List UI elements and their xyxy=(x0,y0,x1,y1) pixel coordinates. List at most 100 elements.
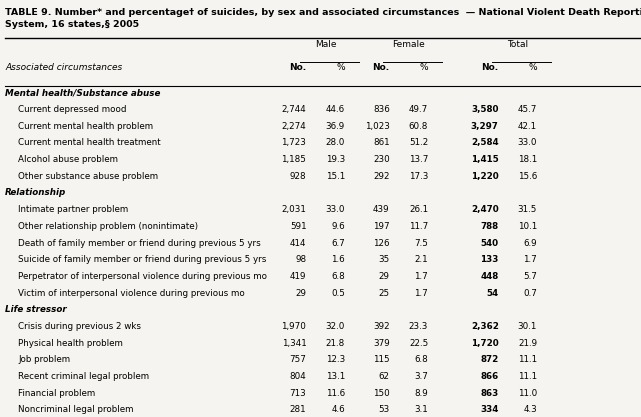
Text: 1,415: 1,415 xyxy=(471,155,499,164)
Text: Perpetrator of interpersonal violence during previous mo: Perpetrator of interpersonal violence du… xyxy=(18,272,267,281)
Text: 1.7: 1.7 xyxy=(415,289,428,298)
Text: Other relationship problem (nonintimate): Other relationship problem (nonintimate) xyxy=(18,222,198,231)
Text: 7.5: 7.5 xyxy=(414,239,428,248)
Text: 33.0: 33.0 xyxy=(518,138,537,148)
Text: 13.7: 13.7 xyxy=(409,155,428,164)
Text: 872: 872 xyxy=(481,355,499,364)
Text: 4.3: 4.3 xyxy=(524,405,537,414)
Text: Current mental health treatment: Current mental health treatment xyxy=(18,138,161,148)
Text: 21.9: 21.9 xyxy=(518,339,537,348)
Text: Relationship: Relationship xyxy=(5,188,67,198)
Text: 17.3: 17.3 xyxy=(409,172,428,181)
Text: 44.6: 44.6 xyxy=(326,105,345,114)
Text: 133: 133 xyxy=(480,255,499,264)
Text: 5.7: 5.7 xyxy=(523,272,537,281)
Text: Physical health problem: Physical health problem xyxy=(18,339,123,348)
Text: 23.3: 23.3 xyxy=(409,322,428,331)
Text: 757: 757 xyxy=(290,355,306,364)
Text: 3.1: 3.1 xyxy=(415,405,428,414)
Text: 713: 713 xyxy=(290,389,306,398)
Text: 49.7: 49.7 xyxy=(409,105,428,114)
Text: 18.1: 18.1 xyxy=(518,155,537,164)
Text: 10.1: 10.1 xyxy=(518,222,537,231)
Text: 591: 591 xyxy=(290,222,306,231)
Text: 12.3: 12.3 xyxy=(326,355,345,364)
Text: 2,584: 2,584 xyxy=(471,138,499,148)
Text: 13.1: 13.1 xyxy=(326,372,345,381)
Text: 3,580: 3,580 xyxy=(471,105,499,114)
Text: 62: 62 xyxy=(379,372,390,381)
Text: 8.9: 8.9 xyxy=(415,389,428,398)
Text: 53: 53 xyxy=(378,405,390,414)
Text: %: % xyxy=(420,63,428,73)
Text: 31.5: 31.5 xyxy=(518,205,537,214)
Text: 439: 439 xyxy=(373,205,390,214)
Text: 392: 392 xyxy=(373,322,390,331)
Text: Other substance abuse problem: Other substance abuse problem xyxy=(18,172,158,181)
Text: 11.1: 11.1 xyxy=(518,372,537,381)
Text: 15.1: 15.1 xyxy=(326,172,345,181)
Text: 19.3: 19.3 xyxy=(326,155,345,164)
Text: 540: 540 xyxy=(481,239,499,248)
Text: 1,970: 1,970 xyxy=(281,322,306,331)
Text: Female: Female xyxy=(392,40,426,50)
Text: 1.6: 1.6 xyxy=(331,255,345,264)
Text: 42.1: 42.1 xyxy=(518,122,537,131)
Text: 414: 414 xyxy=(290,239,306,248)
Text: 2.1: 2.1 xyxy=(415,255,428,264)
Text: 863: 863 xyxy=(481,389,499,398)
Text: 788: 788 xyxy=(481,222,499,231)
Text: 419: 419 xyxy=(290,272,306,281)
Text: 6.7: 6.7 xyxy=(331,239,345,248)
Text: 1,723: 1,723 xyxy=(281,138,306,148)
Text: 928: 928 xyxy=(290,172,306,181)
Text: Current depressed mood: Current depressed mood xyxy=(18,105,126,114)
Text: 448: 448 xyxy=(481,272,499,281)
Text: No.: No. xyxy=(372,63,390,73)
Text: 1,341: 1,341 xyxy=(281,339,306,348)
Text: 26.1: 26.1 xyxy=(409,205,428,214)
Text: 150: 150 xyxy=(373,389,390,398)
Text: 9.6: 9.6 xyxy=(331,222,345,231)
Text: TABLE 9. Number* and percentage† of suicides, by sex and associated circumstance: TABLE 9. Number* and percentage† of suic… xyxy=(5,8,641,17)
Text: 115: 115 xyxy=(373,355,390,364)
Text: 6.8: 6.8 xyxy=(331,272,345,281)
Text: Total: Total xyxy=(508,40,528,50)
Text: 1,220: 1,220 xyxy=(471,172,499,181)
Text: No.: No. xyxy=(481,63,499,73)
Text: 861: 861 xyxy=(373,138,390,148)
Text: Job problem: Job problem xyxy=(18,355,70,364)
Text: 804: 804 xyxy=(290,372,306,381)
Text: Associated circumstances: Associated circumstances xyxy=(5,63,122,73)
Text: %: % xyxy=(529,63,537,73)
Text: 1.7: 1.7 xyxy=(524,255,537,264)
Text: 6.9: 6.9 xyxy=(524,239,537,248)
Text: 11.7: 11.7 xyxy=(409,222,428,231)
Text: 1,720: 1,720 xyxy=(471,339,499,348)
Text: 2,470: 2,470 xyxy=(471,205,499,214)
Text: 51.2: 51.2 xyxy=(409,138,428,148)
Text: 2,031: 2,031 xyxy=(281,205,306,214)
Text: 54: 54 xyxy=(487,289,499,298)
Text: 21.8: 21.8 xyxy=(326,339,345,348)
Text: 60.8: 60.8 xyxy=(409,122,428,131)
Text: 11.0: 11.0 xyxy=(518,389,537,398)
Text: Current mental health problem: Current mental health problem xyxy=(18,122,153,131)
Text: 36.9: 36.9 xyxy=(326,122,345,131)
Text: 3.7: 3.7 xyxy=(414,372,428,381)
Text: 29: 29 xyxy=(379,272,390,281)
Text: Male: Male xyxy=(315,40,337,50)
Text: 334: 334 xyxy=(480,405,499,414)
Text: 126: 126 xyxy=(373,239,390,248)
Text: 33.0: 33.0 xyxy=(326,205,345,214)
Text: Alcohol abuse problem: Alcohol abuse problem xyxy=(18,155,118,164)
Text: 29: 29 xyxy=(296,289,306,298)
Text: Noncriminal legal problem: Noncriminal legal problem xyxy=(18,405,133,414)
Text: Victim of interpersonal violence during previous mo: Victim of interpersonal violence during … xyxy=(18,289,245,298)
Text: 0.7: 0.7 xyxy=(523,289,537,298)
Text: 281: 281 xyxy=(290,405,306,414)
Text: 25: 25 xyxy=(379,289,390,298)
Text: 0.5: 0.5 xyxy=(331,289,345,298)
Text: 11.1: 11.1 xyxy=(518,355,537,364)
Text: 30.1: 30.1 xyxy=(518,322,537,331)
